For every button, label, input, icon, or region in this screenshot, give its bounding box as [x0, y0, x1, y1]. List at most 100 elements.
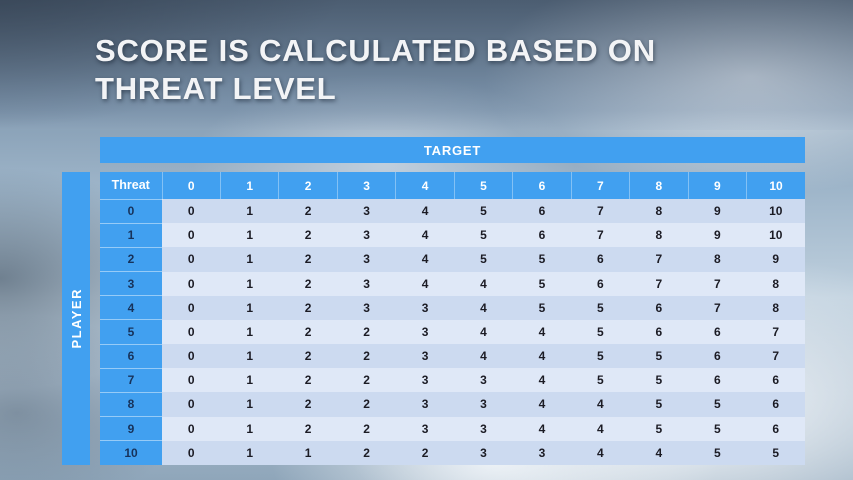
- score-cell: 4: [512, 368, 572, 393]
- score-cell: 0: [162, 368, 221, 393]
- score-cell: 4: [454, 271, 513, 296]
- score-cell: 8: [746, 271, 805, 296]
- score-cell: 2: [278, 223, 338, 248]
- score-cell: 2: [278, 295, 338, 320]
- score-cell: 7: [571, 199, 630, 224]
- target-col-header: 5: [453, 172, 513, 199]
- target-col-header: 2: [278, 172, 338, 199]
- score-cell: 6: [629, 295, 689, 320]
- slide-title-line2: THREAT LEVEL: [95, 70, 337, 106]
- score-cell: 3: [395, 344, 455, 369]
- score-cell: 3: [337, 271, 396, 296]
- score-cell: 6: [688, 319, 747, 345]
- score-cell: 8: [688, 247, 747, 272]
- score-cell: 1: [220, 295, 279, 320]
- score-cell: 2: [278, 392, 338, 417]
- score-cell: 5: [688, 440, 747, 465]
- score-cell: 4: [395, 199, 455, 224]
- score-table-body: 0 0 1 2 3 4 5 6 7 8 9 10 1 0 1 2 3 4 5 6 7 8 9 10 2 0 1 2 3 4 5 5 6 7 8 9 3 0…: [100, 198, 805, 465]
- score-cell: 3: [337, 223, 396, 248]
- score-cell: 8: [629, 223, 689, 248]
- score-cell: 1: [220, 271, 279, 296]
- score-cell: 2: [337, 344, 396, 369]
- score-cell: 4: [454, 295, 513, 320]
- score-cell: 2: [395, 440, 455, 465]
- score-cell: 9: [746, 247, 805, 272]
- score-cell: 3: [454, 368, 513, 393]
- score-cell: 3: [395, 295, 455, 320]
- score-cell: 2: [337, 392, 396, 417]
- score-cell: 10: [746, 199, 805, 224]
- score-cell: 3: [454, 440, 513, 465]
- score-cell: 2: [337, 440, 396, 465]
- score-cell: 5: [629, 368, 689, 393]
- score-cell: 4: [571, 416, 630, 441]
- score-cell: 4: [512, 416, 572, 441]
- threat-row-header: 9: [100, 416, 162, 441]
- target-header-bar: TARGET: [100, 137, 805, 163]
- slide-title-line1: SCORE IS CALCULATED BASED ON: [95, 33, 656, 68]
- score-cell: 0: [162, 319, 221, 345]
- table-row: 0 0 1 2 3 4 5 6 7 8 9 10: [100, 198, 805, 224]
- score-cell: 5: [454, 199, 513, 224]
- score-cell: 1: [220, 319, 279, 345]
- threat-row-header: 2: [100, 246, 162, 272]
- score-cell: 0: [162, 440, 221, 465]
- score-cell: 4: [571, 440, 630, 465]
- score-cell: 7: [629, 247, 689, 272]
- score-cell: 6: [571, 247, 630, 272]
- score-cell: 5: [512, 271, 572, 296]
- score-cell: 3: [395, 416, 455, 441]
- score-cell: 2: [278, 368, 338, 393]
- score-cell: 1: [220, 368, 279, 393]
- score-cell: 0: [162, 392, 221, 417]
- score-cell: 3: [395, 368, 455, 393]
- player-header-bar: PLAYER: [62, 172, 90, 465]
- score-cell: 7: [688, 295, 747, 320]
- score-cell: 5: [629, 344, 689, 369]
- score-cell: 3: [337, 295, 396, 320]
- target-label: TARGET: [423, 142, 482, 158]
- header-row: Threat 0 1 2 3 4 5 6 7 8 9 10: [100, 172, 805, 199]
- score-cell: 7: [571, 223, 630, 248]
- threat-corner-header: Threat: [100, 172, 162, 199]
- score-cell: 1: [278, 440, 338, 465]
- score-cell: 4: [454, 319, 513, 345]
- score-cell: 4: [512, 344, 572, 369]
- score-cell: 5: [512, 295, 572, 320]
- score-cell: 6: [688, 344, 747, 369]
- score-cell: 4: [512, 319, 572, 345]
- score-cell: 0: [162, 247, 221, 272]
- score-cell: 3: [454, 416, 513, 441]
- score-cell: 8: [746, 295, 805, 320]
- score-cell: 1: [220, 440, 279, 465]
- threat-row-header: 0: [100, 198, 162, 224]
- table-row: 10 0 1 1 2 2 3 3 4 4 5 5: [100, 440, 805, 465]
- score-cell: 0: [162, 416, 221, 441]
- threat-row-header: 1: [100, 222, 162, 248]
- slide-title: SCORE IS CALCULATED BASED ON THREAT LEVEL: [95, 32, 656, 108]
- score-cell: 6: [746, 392, 805, 417]
- score-cell: 9: [688, 199, 747, 224]
- score-cell: 4: [454, 344, 513, 369]
- score-cell: 3: [454, 392, 513, 417]
- score-cell: 10: [746, 223, 805, 248]
- score-cell: 3: [337, 247, 396, 272]
- target-col-header: 4: [395, 172, 455, 199]
- score-cell: 5: [629, 392, 689, 417]
- target-col-header: 9: [687, 172, 747, 199]
- score-cell: 0: [162, 271, 221, 296]
- target-col-header: 3: [336, 172, 396, 199]
- score-cell: 5: [571, 319, 630, 345]
- player-label: PLAYER: [68, 288, 84, 349]
- score-cell: 6: [746, 368, 805, 393]
- score-cell: 6: [512, 199, 572, 224]
- score-cell: 4: [629, 440, 689, 465]
- threat-row-header: 3: [100, 271, 162, 296]
